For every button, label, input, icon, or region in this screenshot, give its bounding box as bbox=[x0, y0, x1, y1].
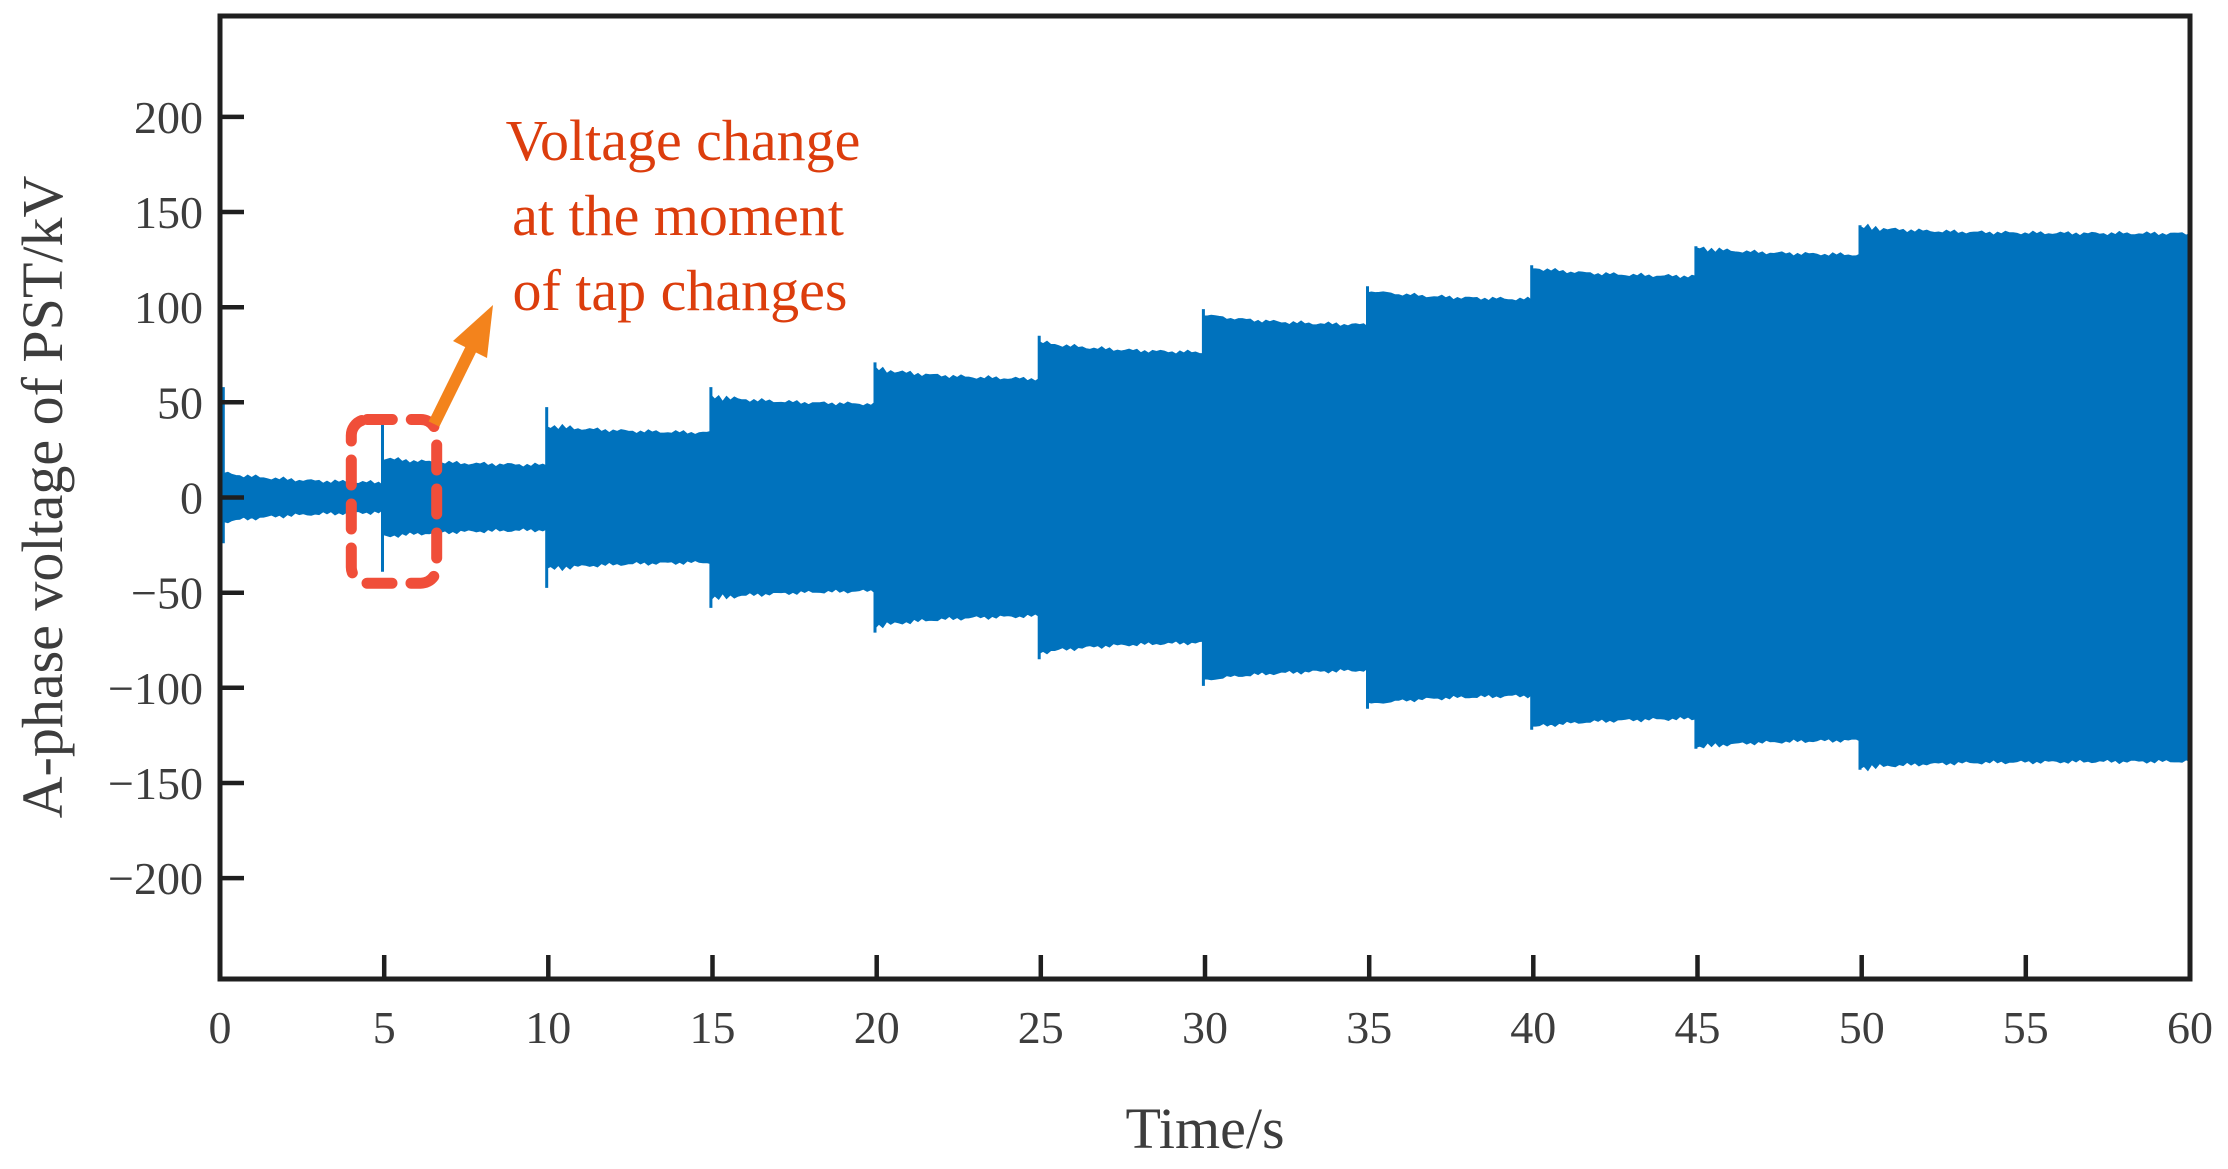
x-tick-label: 20 bbox=[854, 1002, 900, 1053]
y-tick-label: 200 bbox=[134, 92, 203, 143]
y-tick-label: −200 bbox=[108, 853, 203, 904]
annotation-line-3: of tap changes bbox=[513, 258, 848, 323]
x-tick-label: 0 bbox=[209, 1002, 232, 1053]
annotation-arrow bbox=[428, 305, 493, 427]
y-tick-label: 100 bbox=[134, 282, 203, 333]
x-tick-label: 25 bbox=[1018, 1002, 1064, 1053]
x-tick-label: 60 bbox=[2167, 1002, 2213, 1053]
x-tick-label: 10 bbox=[525, 1002, 571, 1053]
x-axis-label: Time/s bbox=[1125, 1096, 1284, 1161]
y-tick-label: 50 bbox=[157, 377, 203, 428]
annotation-line-1: Voltage change bbox=[506, 108, 861, 173]
x-tick-label: 50 bbox=[1839, 1002, 1885, 1053]
x-tick-label: 30 bbox=[1182, 1002, 1228, 1053]
x-tick-label: 55 bbox=[2003, 1002, 2049, 1053]
tick-labels: 0 5 10 15 20 25 30 35 40 45 50 55 60 −200 −150 −100 −50 0… bbox=[108, 92, 2213, 1053]
y-tick-label: 0 bbox=[180, 473, 203, 524]
x-tick-label: 5 bbox=[373, 1002, 396, 1053]
y-tick-label: 150 bbox=[134, 187, 203, 238]
x-tick-label: 35 bbox=[1346, 1002, 1392, 1053]
y-tick-label: −150 bbox=[108, 758, 203, 809]
annotation-arrow-shaft bbox=[428, 346, 477, 427]
x-tick-label: 45 bbox=[1675, 1002, 1721, 1053]
y-tick-label: −50 bbox=[131, 568, 203, 619]
x-tick-label: 15 bbox=[690, 1002, 736, 1053]
x-tick-label: 40 bbox=[1510, 1002, 1556, 1053]
tap-change-highlight-box bbox=[345, 414, 443, 589]
y-axis-label: A-phase voltage of PST/kV bbox=[10, 176, 75, 819]
annotation-text: Voltage change at the moment of tap chan… bbox=[506, 108, 861, 323]
axes bbox=[217, 13, 2193, 982]
annotation-arrowhead bbox=[453, 305, 493, 358]
annotation-line-2: at the moment bbox=[512, 183, 844, 248]
y-tick-label: −100 bbox=[108, 663, 203, 714]
